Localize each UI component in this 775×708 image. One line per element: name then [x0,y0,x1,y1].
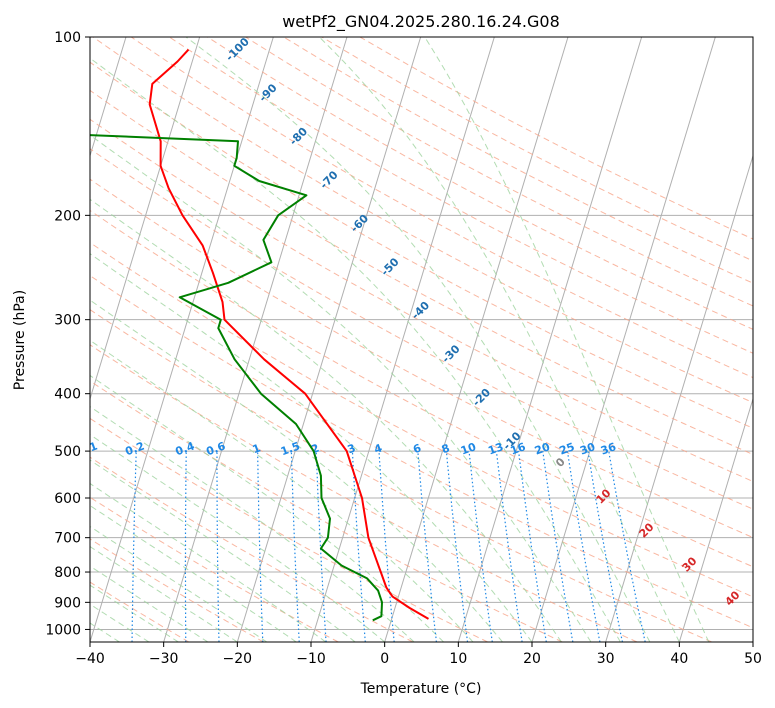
mixing-ratio-label: 6 [411,441,423,456]
moist-adiabat-line [90,253,533,642]
y-tick-label: 800 [54,565,81,581]
moist-adiabat-line [90,482,326,642]
mixing-ratio-line [518,451,547,642]
mixing-ratio-label: 1.5 [279,439,302,458]
dry-adiabat-line [90,209,753,568]
mixing-ratio-label: 1 [251,441,263,456]
moist-adiabat-line [90,198,562,642]
y-tick-label: 300 [54,313,81,329]
mixing-ratio-line [378,451,395,642]
mixing-ratio-line [445,451,469,642]
mixing-ratio-label: 0.4 [174,439,197,458]
mixing-ratio-label: 8 [440,441,452,456]
dry-adiabat-line [90,61,753,429]
x-tick-label: 0 [380,651,389,667]
x-tick-label: 50 [744,651,762,667]
dry-adiabat-line [90,309,712,642]
x-axis-label: Temperature (°C) [360,681,482,697]
isotherm-line [163,37,348,642]
mixing-ratio-label: 3 [346,441,358,456]
isotherm-line [90,37,127,158]
y-tick-label: 400 [54,387,81,403]
dry-adiabat-line [130,37,753,379]
plot-frame [89,36,754,643]
moist-adiabat-line [90,406,415,642]
temperature-series-line [148,48,430,620]
dry-adiabat-lines [90,37,753,642]
isotherm-line [236,37,422,642]
moist-adiabat-line [90,459,356,642]
x-tick-label: 40 [670,651,688,667]
x-tick-label: −20 [223,651,253,667]
mixing-ratio-line [468,451,493,642]
mixing-ratio-label: 20 [533,440,552,458]
x-tick-label: 10 [449,651,467,667]
y-tick-label: 900 [54,595,81,611]
mixing-ratio-label: 16 [509,440,528,458]
mixing-ratio-line [417,451,437,642]
moist-adiabat-line [90,433,386,642]
x-tick-label: −10 [296,651,326,667]
isotherm-line [310,37,495,642]
dry-adiabat-line [90,581,190,642]
x-tick-label: −40 [75,651,105,667]
mixing-ratio-lines [131,451,646,642]
dry-adiabat-line [90,241,753,598]
mixing-ratio-label: 25 [558,440,577,457]
plot-area: 0.10.20.40.611.52346810131620253036-100-… [77,37,753,642]
isotherm-line [678,397,753,642]
dry-adiabat-line [90,456,414,642]
mixing-ratio-label: 10 [459,440,478,458]
dry-adiabat-line [169,37,753,354]
moist-adiabat-line [318,37,680,642]
x-tick-label: 20 [523,651,541,667]
y-tick-label: 1000 [45,622,81,638]
mixing-ratio-label: 4 [372,441,384,456]
mixing-ratio-line [495,451,523,642]
mixing-ratio-label: 36 [599,440,618,458]
moist-adiabat-line [90,504,297,642]
moist-adiabat-line [90,339,474,642]
dewpoint-series-line [90,134,383,622]
dry-adiabat-line [90,148,753,510]
mixing-ratio-line [587,451,623,642]
y-tick-label: 700 [54,531,81,547]
dry-adiabat-line [90,89,753,456]
moist-adiabat-lines [90,37,710,642]
y-tick-label: 100 [54,30,81,46]
isobar-lines [90,37,753,630]
moist-adiabat-line [90,299,503,642]
dry-adiabat-line [90,538,264,642]
isotherm-line [605,154,753,642]
mixing-ratio-line [608,451,646,642]
isotherm-line [384,37,569,642]
isotherm-line [531,37,716,642]
moist-adiabat-line [90,134,592,642]
reference-line-labels: 0.10.20.40.611.52346810131620253036-100-… [77,37,743,609]
y-tick-label: 500 [54,444,81,460]
mixing-ratio-label: 0.1 [77,439,100,458]
dry-adiabat-line [90,178,753,539]
x-tick-label: −30 [149,651,179,667]
x-tick-label: 30 [597,651,615,667]
mixing-ratio-label: 13 [486,440,505,457]
moist-adiabat-line [90,57,621,642]
mixing-ratio-label: 30 [578,440,597,458]
moist-adiabat-line [185,37,651,642]
y-axis: 100 200 300 400 500 600 700 800 900 1000 [45,30,90,638]
isotherm-line [90,37,274,642]
mixing-ratio-label: 0.6 [204,439,227,458]
x-axis: −40 −30 −20 −10 0 10 20 30 40 50 [75,642,762,667]
sounding-series [90,48,430,622]
y-axis-label: Pressure (hPa) [12,290,28,390]
moist-adiabat-line [424,37,710,642]
mixing-ratio-label: 2 [309,441,321,456]
dry-adiabat-line [90,417,488,642]
y-tick-label: 600 [54,491,81,507]
chart-title: wetPf2_GN04.2025.280.16.24.G08 [282,12,560,32]
y-tick-label: 200 [54,208,81,224]
mixing-ratio-label: 0.2 [124,439,147,458]
dry-adiabat-line [283,37,753,284]
